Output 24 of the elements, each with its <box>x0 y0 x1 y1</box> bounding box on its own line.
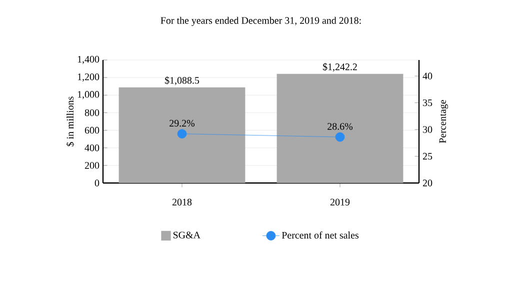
y-tick-label: 200 <box>84 162 100 169</box>
y2-tick-label: 20 <box>422 180 432 186</box>
y-tick-label: 800 <box>84 109 100 116</box>
y-axis-title: $ in millions <box>66 96 74 146</box>
y-tick-label: 0 <box>94 180 100 186</box>
data-label: 29.2% <box>170 120 195 127</box>
y-tick-label: 1,000 <box>78 91 100 100</box>
data-label: $1,088.5 <box>164 76 200 86</box>
legend-label: SG&A <box>173 232 200 238</box>
y-tick-label: 600 <box>84 126 100 134</box>
data-label: 28.6% <box>328 123 353 130</box>
legend-label: Percent of net sales <box>282 231 358 239</box>
y2-tick-label: 25 <box>422 152 432 160</box>
y2-tick-label: 30 <box>423 126 432 133</box>
chart-title: For the years ended December 31, 2019 and 2018: <box>160 16 361 26</box>
y-tick-label: 1,200 <box>78 73 100 82</box>
y-tick-label: 1,400 <box>78 56 100 64</box>
y2-axis-title: Percentage <box>439 100 448 144</box>
y2-tick-label: 35 <box>423 99 432 106</box>
x-tick-label: 2019 <box>330 198 350 206</box>
y2-tick-label: 40 <box>422 72 432 80</box>
x-tick-label: 2018 <box>172 198 192 206</box>
data-label: $1,242.2 <box>322 62 357 72</box>
y-tick-label: 400 <box>84 144 100 152</box>
